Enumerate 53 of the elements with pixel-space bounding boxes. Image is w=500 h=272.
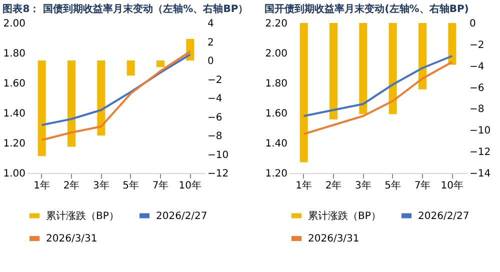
x-tick-label: 5年 (122, 180, 140, 192)
x-tick-label: 5年 (384, 180, 402, 192)
x-tick-label: 7年 (152, 180, 169, 192)
legend-label: 2026/3/31 (308, 234, 360, 244)
y-tick-label: 2.00 (265, 48, 288, 60)
chart-title: 图表8： 国债到期收益率月末变动（左轴%、右轴BP） (2, 3, 248, 15)
y2-tick-label: 0 (208, 56, 214, 67)
x-tick-label: 2年 (325, 180, 342, 192)
y2-tick-label: 0 (470, 18, 476, 30)
y-tick-label: 1.00 (3, 168, 26, 180)
y2-tick-label: −2 (470, 40, 484, 51)
legend-label: 累计涨跌（BP） (46, 210, 119, 222)
x-tick-label: 3年 (354, 180, 372, 192)
y2-tick-label: −10 (208, 150, 229, 161)
y-tick-label: 1.80 (265, 78, 288, 90)
y2-tick-label: −10 (470, 126, 491, 137)
legend-label: 2026/2/27 (418, 210, 470, 222)
y2-tick-label: −8 (470, 104, 484, 116)
y-tick-label: 1.20 (265, 168, 288, 180)
y-tick-label: 2.00 (3, 18, 26, 30)
y2-tick-label: −6 (470, 82, 484, 94)
y-tick-label: 1.20 (3, 138, 26, 150)
legend-label: 2026/2/27 (156, 210, 208, 222)
x-tick-label: 1年 (34, 180, 50, 192)
y-tick-label: 1.40 (265, 138, 288, 150)
y2-tick-label: −12 (208, 168, 229, 180)
line-series (302, 55, 454, 117)
y2-tick-label: −14 (470, 168, 491, 180)
legend-label: 2026/3/31 (46, 234, 98, 244)
x-tick-label: 7年 (414, 180, 431, 192)
legend-label: 累计涨跌（BP） (308, 210, 381, 222)
x-tick-label: 3年 (92, 180, 110, 192)
y-tick-label: 1.80 (3, 48, 26, 60)
y-tick-label: 2.20 (265, 18, 288, 30)
line-series (40, 50, 192, 141)
y2-tick-label: 2 (208, 37, 214, 48)
y2-tick-label: −12 (470, 147, 491, 158)
y2-tick-label: −6 (208, 112, 222, 124)
x-tick-label: 10年 (440, 180, 464, 192)
x-tick-label: 1年 (296, 180, 312, 192)
y-tick-label: 1.40 (3, 108, 26, 120)
y2-tick-label: −8 (208, 131, 222, 142)
line-series (302, 61, 454, 135)
line-series (40, 54, 192, 126)
y-tick-label: 1.60 (3, 78, 26, 90)
y2-tick-label: −4 (208, 94, 222, 104)
y-tick-label: 1.60 (265, 108, 288, 120)
y2-tick-label: −2 (208, 74, 222, 86)
y2-tick-label: −4 (470, 61, 484, 72)
x-tick-label: 10年 (178, 180, 202, 192)
chart-title: 国开债到期收益率月末变动(左轴%、右轴BP) (264, 3, 469, 15)
x-tick-label: 2年 (63, 180, 80, 192)
y2-tick-label: 4 (208, 18, 214, 30)
